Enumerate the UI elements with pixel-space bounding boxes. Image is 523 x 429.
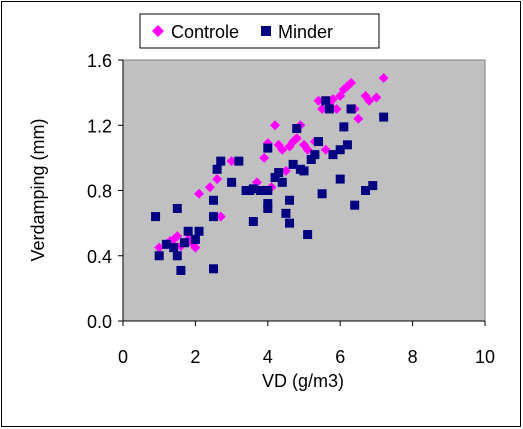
point-minder <box>368 181 378 191</box>
x-axis-label: VD (g/m3) <box>262 371 344 391</box>
y-tick-label: 1.6 <box>87 51 112 71</box>
point-controle <box>194 188 205 199</box>
point-controle <box>277 144 288 155</box>
point-minder <box>169 243 179 253</box>
point-minder <box>335 174 345 184</box>
point-controle <box>313 95 324 106</box>
point-minder <box>212 164 222 174</box>
point-minder <box>285 195 295 205</box>
point-controle <box>371 92 382 103</box>
point-minder <box>176 265 186 275</box>
y-tick-label: 0.8 <box>87 182 112 202</box>
point-minder <box>263 143 273 153</box>
point-minder <box>194 226 204 236</box>
point-controle <box>331 103 342 114</box>
legend-marker-minder <box>261 26 271 36</box>
legend-label-minder: Minder <box>278 22 333 42</box>
y-axis-label: Verdamping (mm) <box>28 118 48 261</box>
point-minder <box>183 226 193 236</box>
point-minder <box>379 112 389 122</box>
point-controle <box>317 103 328 114</box>
point-minder <box>190 234 200 244</box>
point-controle <box>291 133 302 144</box>
point-minder <box>216 156 226 166</box>
axes: 0 2 4 6 8 10 0.0 0.4 0.8 1.2 1.6 <box>87 51 495 367</box>
point-controle <box>215 211 226 222</box>
x-tick-label: 0 <box>118 347 128 367</box>
point-controle <box>154 242 165 253</box>
point-controle <box>212 174 223 185</box>
point-minder <box>335 145 345 155</box>
point-minder <box>209 212 218 222</box>
point-minder <box>313 137 323 147</box>
point-minder <box>288 159 298 169</box>
point-minder <box>245 186 255 195</box>
point-minder <box>263 203 273 213</box>
point-minder <box>161 239 171 249</box>
point-minder <box>209 264 218 274</box>
point-minder <box>274 168 284 178</box>
point-minder <box>342 140 352 150</box>
y-tick-label: 0.4 <box>87 247 112 267</box>
point-minder <box>328 150 338 160</box>
point-controle <box>172 231 183 242</box>
point-minder <box>292 124 302 134</box>
point-minder <box>263 199 273 209</box>
point-minder <box>303 230 313 240</box>
point-controle <box>280 165 291 176</box>
point-controle <box>353 113 364 124</box>
point-controle <box>204 182 215 193</box>
point-controle <box>364 95 375 106</box>
point-minder <box>172 251 182 261</box>
y-tick-label: 0.0 <box>87 312 112 332</box>
x-tick-label: 8 <box>408 347 418 367</box>
point-minder <box>209 195 218 205</box>
point-minder <box>270 172 280 182</box>
point-minder <box>172 203 182 213</box>
point-controle <box>270 120 281 131</box>
point-minder <box>346 104 356 114</box>
point-minder <box>350 200 360 210</box>
point-controle <box>259 152 270 163</box>
point-minder <box>277 177 287 187</box>
point-minder <box>180 238 190 248</box>
point-minder <box>234 156 244 166</box>
point-minder <box>317 189 327 199</box>
point-minder <box>227 177 237 187</box>
data-points <box>151 72 389 275</box>
legend-marker-controle <box>152 25 164 37</box>
y-tick-label: 1.2 <box>87 116 112 136</box>
point-minder <box>321 96 331 106</box>
point-minder <box>281 208 291 218</box>
point-controle <box>190 242 201 253</box>
point-minder <box>154 251 164 261</box>
point-controle <box>335 90 346 101</box>
point-minder <box>263 186 273 195</box>
point-minder <box>285 218 295 228</box>
point-controle <box>226 156 237 167</box>
point-minder <box>151 212 161 222</box>
point-minder <box>299 166 309 176</box>
point-minder <box>248 216 258 226</box>
plot-area <box>122 59 486 322</box>
x-tick-label: 6 <box>335 347 345 367</box>
point-minder <box>339 122 349 132</box>
x-tick-label: 2 <box>190 347 200 367</box>
point-minder <box>256 186 266 195</box>
point-minder <box>310 150 320 160</box>
legend-label-controle: Controle <box>171 22 239 42</box>
legend-box <box>139 13 380 49</box>
point-controle <box>302 144 313 155</box>
legend: Controle Minder <box>139 13 380 49</box>
point-minder <box>306 155 316 165</box>
point-controle <box>346 77 357 88</box>
x-tick-label: 4 <box>263 347 273 367</box>
point-minder <box>361 186 371 195</box>
point-controle <box>378 72 389 83</box>
point-minder <box>324 104 334 114</box>
point-controle <box>327 94 338 105</box>
point-controle <box>320 144 331 155</box>
x-tick-label: 10 <box>475 347 495 367</box>
